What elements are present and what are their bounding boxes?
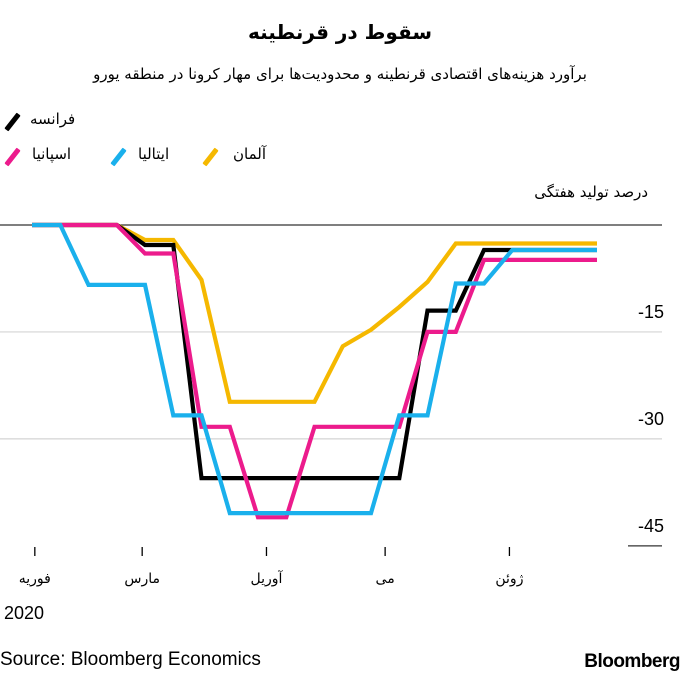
x-tick-label: می xyxy=(376,571,395,587)
y-axis-unit-label: درصد تولید هفتگی xyxy=(534,183,648,201)
x-tick-label: فوریه xyxy=(19,571,51,587)
legend-label-france: فرانسه xyxy=(30,110,76,128)
series-line-2 xyxy=(32,222,597,520)
x-tick-label: آوریل xyxy=(251,570,284,587)
brand-logo: Bloomberg xyxy=(584,651,680,672)
legend-label-germany: آلمان xyxy=(233,145,266,163)
y-tick-label: -15 xyxy=(638,302,664,322)
series-line-3 xyxy=(32,222,597,516)
x-tick-label: مارس xyxy=(124,571,160,587)
series-line-1 xyxy=(32,222,597,481)
y-tick-label: -45 xyxy=(638,516,664,536)
x-axis-year: 2020 xyxy=(4,603,45,623)
source-note: Source: Bloomberg Economics xyxy=(0,649,261,670)
y-tick-label: -30 xyxy=(638,409,664,429)
x-tick-label: ژوئن xyxy=(495,571,523,587)
chart-subtitle: برآورد هزینه‌های اقتصادی قرنطینه و محدود… xyxy=(93,65,587,83)
legend-label-spain: اسپانیا xyxy=(32,145,72,163)
legend-label-italy: ایتالیا xyxy=(138,145,170,163)
chart-title: سقوط در قرنطینه xyxy=(247,20,433,44)
